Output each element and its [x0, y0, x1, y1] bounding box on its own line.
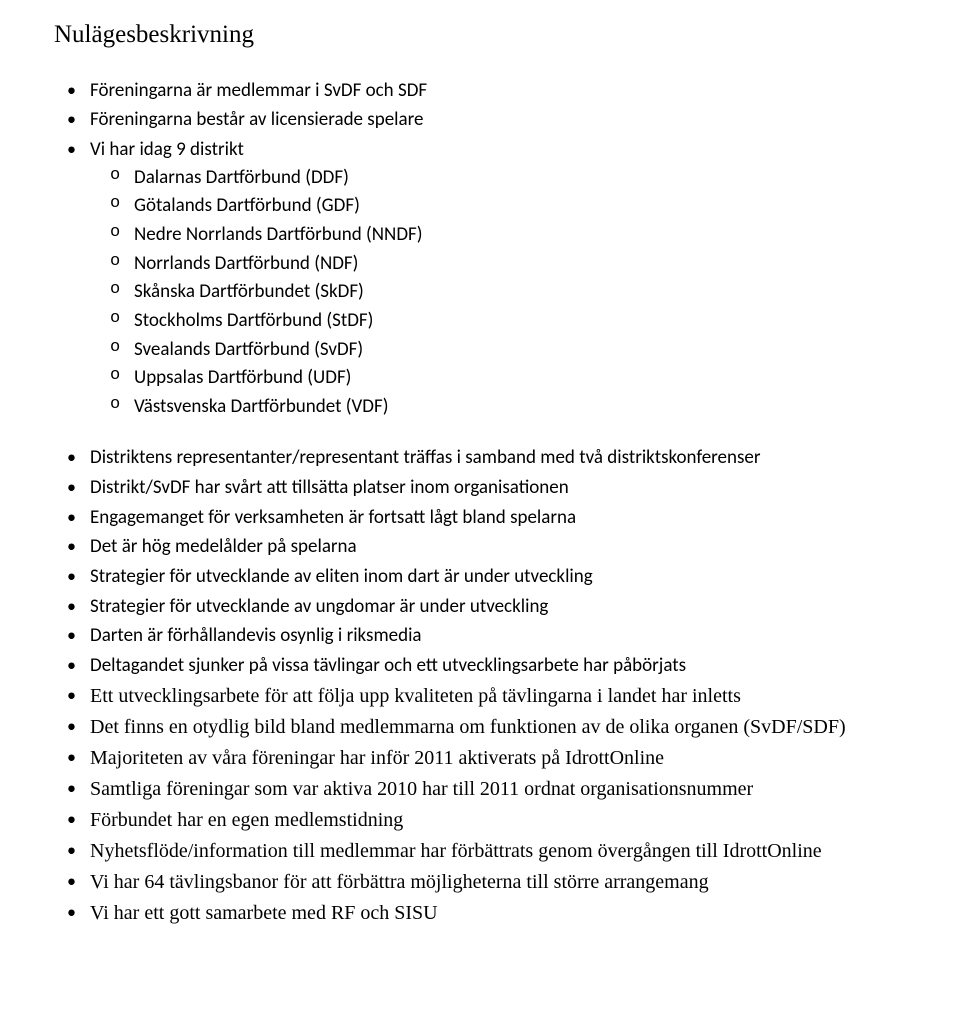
sublist-item-text: Stockholms Dartförbund (StDF): [134, 309, 373, 332]
sublist-item: Nedre Norrlands Dartförbund (NNDF): [90, 222, 924, 248]
sublist-item: Dalarnas Dartförbund (DDF): [90, 165, 924, 191]
list-item: Majoriteten av våra föreningar har inför…: [54, 745, 924, 772]
list-item-text: Distriktens representanter/representant …: [90, 446, 761, 469]
list-item: Strategier för utvecklande av eliten ino…: [54, 564, 924, 590]
list-item: Engagemanget för verksamheten är fortsat…: [54, 505, 924, 531]
page-title: Nulägesbeskrivning: [54, 18, 924, 52]
list-item-text: Samtliga föreningar som var aktiva 2010 …: [90, 778, 753, 800]
sublist-item: Stockholms Dartförbund (StDF): [90, 308, 924, 334]
list-item: Distrikt/SvDF har svårt att tillsätta pl…: [54, 475, 924, 501]
sublist-item-text: Dalarnas Dartförbund (DDF): [134, 166, 349, 189]
sublist-item-text: Norrlands Dartförbund (NDF): [134, 252, 358, 275]
sublist-item-text: Götalands Dartförbund (GDF): [134, 194, 360, 217]
list-item-text: Distrikt/SvDF har svårt att tillsätta pl…: [90, 476, 569, 499]
list-item-text: Engagemanget för verksamheten är fortsat…: [90, 506, 576, 529]
bullet-list-top: Föreningarna är medlemmar i SvDF och SDF…: [54, 78, 924, 420]
bullet-list-bottom: Distriktens representanter/representant …: [54, 445, 924, 926]
sublist-distrikt: Dalarnas Dartförbund (DDF) Götalands Dar…: [90, 165, 924, 420]
list-item: Föreningarna består av licensierade spel…: [54, 107, 924, 133]
list-item: Strategier för utvecklande av ungdomar ä…: [54, 594, 924, 620]
list-item: Ett utvecklingsarbete för att följa upp …: [54, 683, 924, 710]
sublist-item-text: Svealands Dartförbund (SvDF): [134, 338, 363, 361]
list-item: Nyhetsflöde/information till medlemmar h…: [54, 838, 924, 865]
list-item: Darten är förhållandevis osynlig i riksm…: [54, 623, 924, 649]
list-item: Det finns en otydlig bild bland medlemma…: [54, 714, 924, 741]
sublist-item-text: Skånska Dartförbundet (SkDF): [134, 280, 364, 303]
list-item-text: Nyhetsflöde/information till medlemmar h…: [90, 840, 822, 862]
sublist-item: Götalands Dartförbund (GDF): [90, 193, 924, 219]
list-item-text: Vi har ett gott samarbete med RF och SIS…: [90, 902, 438, 924]
sublist-item: Västsvenska Dartförbundet (VDF): [90, 394, 924, 420]
list-item: Vi har 64 tävlingsbanor för att förbättr…: [54, 869, 924, 896]
sublist-item-text: Nedre Norrlands Dartförbund (NNDF): [134, 223, 423, 246]
list-item: Vi har ett gott samarbete med RF och SIS…: [54, 900, 924, 927]
sublist-item: Skånska Dartförbundet (SkDF): [90, 279, 924, 305]
list-item-text: Deltagandet sjunker på vissa tävlingar o…: [90, 654, 686, 677]
section-gap: [54, 423, 924, 445]
list-item-text: Darten är förhållandevis osynlig i riksm…: [90, 624, 422, 647]
list-item: Samtliga föreningar som var aktiva 2010 …: [54, 776, 924, 803]
list-item-text: Föreningarna består av licensierade spel…: [90, 108, 423, 131]
list-item-text: Vi har 64 tävlingsbanor för att förbättr…: [90, 871, 709, 893]
list-item-text: Förbundet har en egen medlemstidning: [90, 809, 403, 831]
list-item-text: Det finns en otydlig bild bland medlemma…: [90, 716, 846, 738]
list-item-text: Majoriteten av våra föreningar har inför…: [90, 747, 664, 769]
sublist-item: Svealands Dartförbund (SvDF): [90, 337, 924, 363]
sublist-item: Norrlands Dartförbund (NDF): [90, 251, 924, 277]
list-item: Förbundet har en egen medlemstidning: [54, 807, 924, 834]
sublist-item-text: Uppsalas Dartförbund (UDF): [134, 366, 351, 389]
list-item: Vi har idag 9 distrikt Dalarnas Dartförb…: [54, 137, 924, 419]
list-item: Det är hög medelålder på spelarna: [54, 534, 924, 560]
list-item-text: Föreningarna är medlemmar i SvDF och SDF: [90, 79, 427, 102]
list-item-text: Ett utvecklingsarbete för att följa upp …: [90, 685, 741, 707]
sublist-item: Uppsalas Dartförbund (UDF): [90, 365, 924, 391]
list-item-text: Strategier för utvecklande av ungdomar ä…: [90, 595, 548, 618]
list-item: Föreningarna är medlemmar i SvDF och SDF: [54, 78, 924, 104]
sublist-item-text: Västsvenska Dartförbundet (VDF): [134, 395, 388, 418]
list-item-text: Det är hög medelålder på spelarna: [90, 535, 357, 558]
list-item: Deltagandet sjunker på vissa tävlingar o…: [54, 653, 924, 679]
list-item: Distriktens representanter/representant …: [54, 445, 924, 471]
list-item-text: Strategier för utvecklande av eliten ino…: [90, 565, 593, 588]
list-item-text: Vi har idag 9 distrikt: [90, 138, 244, 161]
